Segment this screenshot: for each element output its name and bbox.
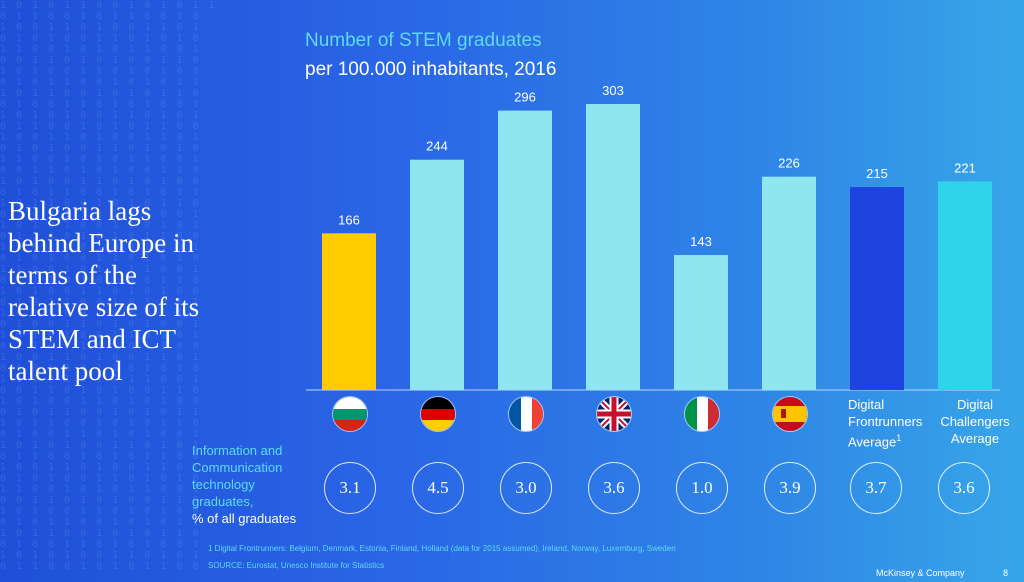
ict-value-circle: 3.6 (938, 462, 990, 514)
source-note: SOURCE: Eurostat, Unesco Institute for S… (208, 561, 385, 570)
frontrunners-label: Digital Frontrunners Average1 (848, 397, 923, 450)
bulgaria-flag (332, 396, 368, 432)
italy-flag (684, 396, 720, 432)
bar-value-label: 166 (338, 212, 360, 227)
challengers-label: Digital Challengers Average (940, 397, 1010, 446)
bar-germany (410, 159, 464, 390)
bar-bulgaria (322, 233, 376, 390)
footnote: 1 Digital Frontrunners: Belgium, Denmark… (208, 544, 676, 553)
ict-value-circle: 3.1 (324, 462, 376, 514)
bar-value-label: 303 (602, 83, 624, 98)
bar-italy (674, 255, 728, 390)
binary-background: 1 0 1 0 1 1 0 0 1 0 1 0 1 1 0 1 1 0 0 1 … (0, 0, 217, 572)
bar-value-label: 221 (954, 160, 976, 175)
bar-spain (762, 176, 816, 390)
bar-france (498, 110, 552, 390)
ict-value-circle: 3.0 (500, 462, 552, 514)
bar-value-label: 296 (514, 90, 536, 105)
ict-value-circle: 1.0 (676, 462, 728, 514)
bar-value-label: 215 (866, 166, 888, 181)
bar-digital-frontrunners-average (850, 187, 904, 390)
ict-metric-label: Information and Communication technology… (192, 443, 297, 526)
brand-label: McKinsey & Company (876, 568, 965, 578)
bar-united-kingdom (586, 104, 640, 390)
bar-value-label: 244 (426, 139, 448, 154)
chart-subtitle: per 100.000 inhabitants, 2016 (305, 59, 557, 80)
bar-value-label: 226 (778, 156, 800, 171)
ict-value-circle: 3.7 (850, 462, 902, 514)
spain-flag (772, 396, 808, 432)
ict-value-circle: 4.5 (412, 462, 464, 514)
france-flag (508, 396, 544, 432)
uk-flag (596, 396, 632, 432)
headline: Bulgaria lags behind Europe in terms of … (8, 196, 200, 386)
chart-title: Number of STEM graduates (305, 30, 542, 51)
bar-value-label: 143 (690, 234, 712, 249)
page-number: 8 (1003, 568, 1009, 578)
ict-value-circle: 3.6 (588, 462, 640, 514)
germany-flag (420, 396, 456, 432)
bar-digital-challengers-average (938, 181, 992, 390)
ict-value-circle: 3.9 (764, 462, 816, 514)
